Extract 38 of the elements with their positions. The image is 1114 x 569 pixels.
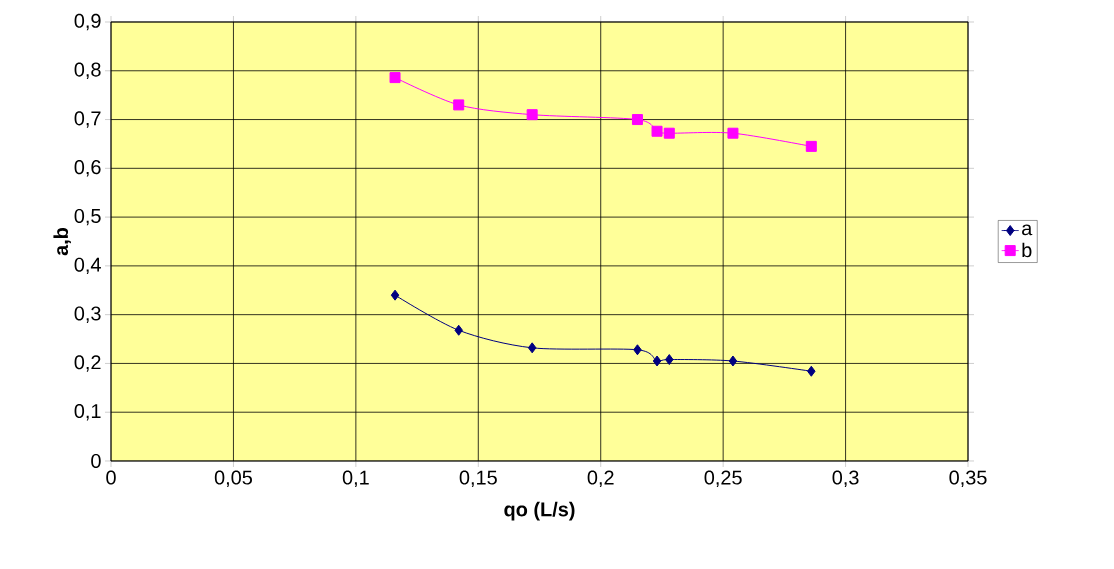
point [807, 365, 816, 377]
y-tick-label: 0,7 [74, 111, 101, 128]
x-tick-label: 0,1 [342, 470, 369, 487]
point [665, 354, 674, 366]
point [527, 342, 537, 354]
y-tick-label: 0,4 [74, 257, 101, 275]
x-tick-label: 0,15 [459, 470, 497, 487]
y-tick-label: 0 [91, 453, 101, 469]
y-tick-label: 0,8 [74, 62, 101, 79]
point [727, 127, 739, 139]
y-tick-label: 0,5 [74, 208, 101, 226]
y-tick-label: 0,3 [74, 306, 101, 323]
x-tick-label: 0,3 [832, 470, 859, 487]
point [389, 72, 401, 84]
point [454, 324, 463, 336]
x-tick-label: 0,25 [704, 470, 742, 487]
y-tick-label: 0,6 [74, 160, 101, 177]
point [652, 355, 662, 367]
y-tick-label: 0,2 [74, 355, 101, 372]
y-tick-label: 0,1 [74, 403, 101, 421]
x-tick-label: 0,2 [587, 470, 614, 487]
x-tick-label: 0,35 [949, 470, 987, 487]
point [631, 114, 643, 126]
point [633, 344, 642, 356]
x-tick-label: 0 [106, 470, 116, 485]
point [390, 289, 400, 301]
point [728, 355, 738, 367]
point [453, 99, 465, 111]
y-axis-title: a,b [53, 227, 71, 256]
legend-label: b [1022, 242, 1032, 258]
x-tick-label: 0,05 [214, 470, 252, 487]
point [651, 125, 663, 137]
x-axis-title: qo (L/s) [504, 501, 575, 521]
point [526, 109, 538, 121]
y-tick-label: 0,9 [74, 13, 101, 31]
point [663, 127, 675, 139]
point [805, 140, 817, 152]
legend-label: a [1022, 224, 1033, 236]
